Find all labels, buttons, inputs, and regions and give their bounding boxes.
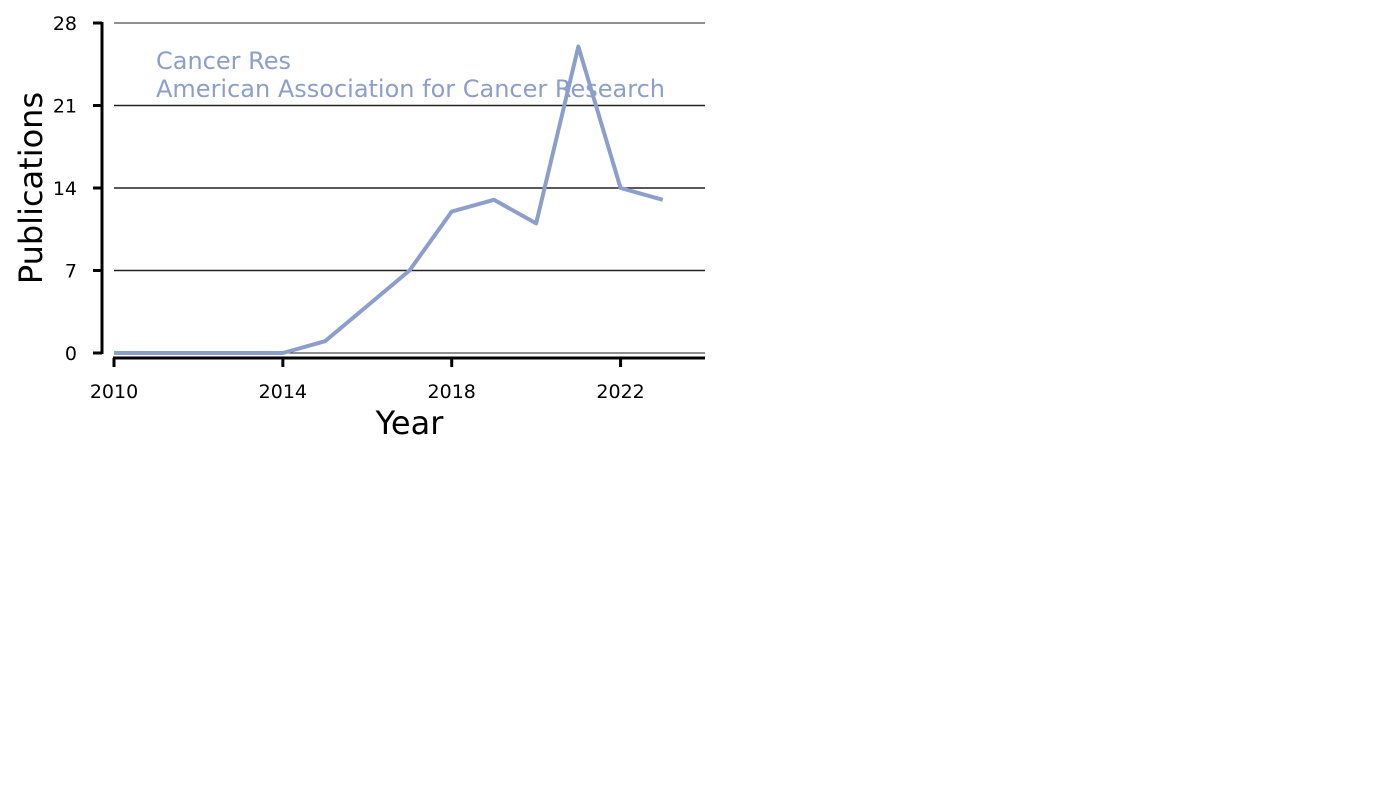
- y-tick-label-0: 0: [65, 343, 77, 365]
- gridlines: [114, 22, 705, 354]
- series-line-0: [114, 44, 664, 355]
- x-tick-label-2010: 2010: [90, 381, 138, 403]
- publisher-name-annotation: American Association for Cancer Research: [156, 75, 665, 103]
- series-layer: [114, 44, 664, 355]
- x-axis-title: Year: [375, 404, 445, 442]
- y-tick-label-21: 21: [53, 96, 77, 118]
- x-tick-label-2014: 2014: [259, 381, 307, 403]
- y-tick-label-28: 28: [53, 13, 77, 35]
- x-tick-label-2018: 2018: [428, 381, 476, 403]
- y-tick-label-7: 7: [65, 261, 77, 283]
- x-tick-label-2022: 2022: [596, 381, 644, 403]
- journal-name-annotation: Cancer Res: [156, 47, 291, 75]
- x-ticks: 2010 2014 2018 2022: [90, 358, 645, 403]
- y-axis-title: Publications: [12, 92, 50, 284]
- y-tick-label-14: 14: [53, 178, 77, 200]
- y-ticks: 0 7 14 21 28: [53, 13, 102, 365]
